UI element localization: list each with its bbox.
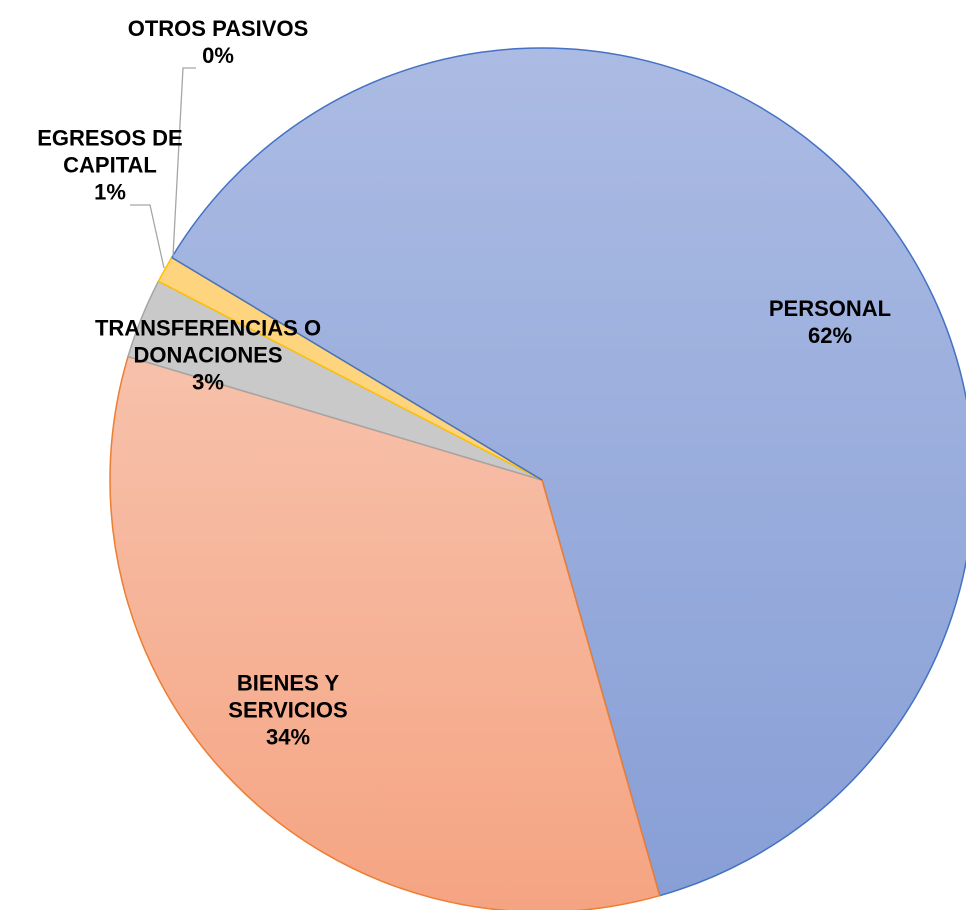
slice-label: BIENES Y SERVICIOS 34% [203, 670, 373, 751]
slice-label: TRANSFERENCIAS O DONACIONES 3% [58, 315, 358, 396]
slice-label: EGRESOS DE CAPITAL 1% [10, 125, 210, 206]
leader-line [130, 204, 165, 269]
slice-label: OTROS PASIVOS 0% [78, 15, 358, 69]
category-name: PERSONAL [768, 296, 892, 321]
pie-slice [170, 47, 966, 897]
percent-label: 1% [94, 179, 126, 205]
category-name: TRANSFERENCIAS O DONACIONES [94, 315, 322, 368]
percent-label: 3% [192, 369, 224, 395]
pie-slice [109, 355, 661, 910]
percent-label: 0% [202, 43, 234, 68]
category-name: OTROS PASIVOS [127, 16, 309, 41]
percent-label: 34% [265, 724, 311, 750]
category-name: BIENES Y SERVICIOS [228, 670, 348, 723]
slices [109, 47, 966, 910]
percent-label: 62% [807, 323, 853, 348]
leader-line [172, 67, 196, 257]
slice-label: PERSONAL 62% [730, 295, 930, 349]
category-name: EGRESOS DE CAPITAL [37, 125, 183, 178]
pie-slice [171, 256, 543, 481]
